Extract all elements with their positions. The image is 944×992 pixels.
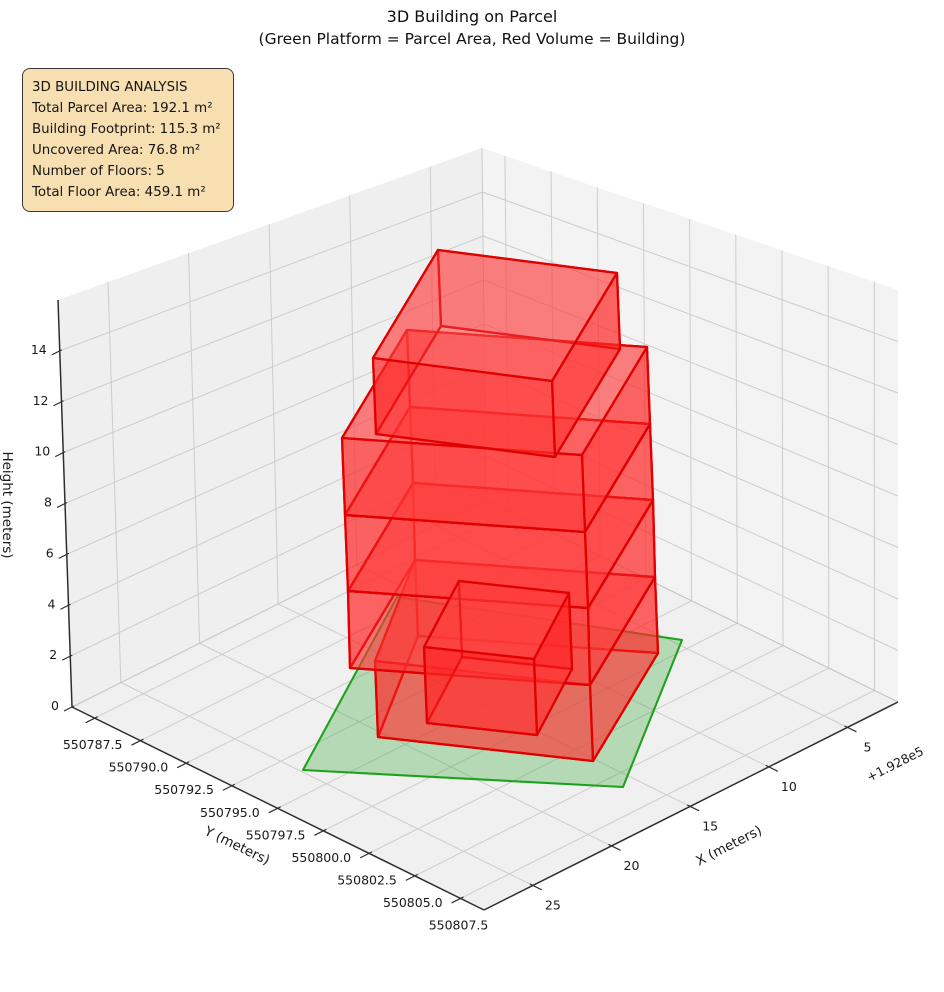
x-tick xyxy=(529,883,543,891)
grid-y-floor xyxy=(323,622,738,832)
grid-y-floor xyxy=(460,690,875,899)
grid-x-wall xyxy=(429,166,436,526)
y-tick xyxy=(131,738,144,746)
grid-y-wall xyxy=(689,218,693,601)
building-analysis-box: 3D BUILDING ANALYSIS Total Parcel Area: 1… xyxy=(22,68,234,212)
grid-y-wall xyxy=(781,250,784,646)
y-tick xyxy=(85,716,98,724)
grid-y-floor xyxy=(94,510,509,719)
grid-y-wall xyxy=(642,203,647,579)
edge-rightwall-floor xyxy=(485,499,899,703)
y-tick xyxy=(176,761,190,769)
info-line: Total Parcel Area: 192.1 m² xyxy=(32,101,213,116)
grid-y-wall xyxy=(827,266,830,669)
grid-x-wall xyxy=(349,195,358,565)
pane-right-wall xyxy=(482,148,898,702)
x-tick-label: 5 xyxy=(864,739,872,754)
grid-x-wall xyxy=(188,253,201,644)
z-tick xyxy=(54,451,66,458)
z-tick xyxy=(63,705,75,712)
plot-subtitle: (Green Platform = Parcel Area, Red Volum… xyxy=(258,30,686,48)
x-tick xyxy=(608,843,621,851)
edge-wall-junction xyxy=(481,147,487,501)
z-tick-label: 12 xyxy=(33,393,49,408)
z-tick-label: 6 xyxy=(46,545,54,560)
grid-y-floor xyxy=(185,555,601,764)
z-tick xyxy=(53,400,64,407)
y-tick-label: 550787.5 xyxy=(63,737,123,752)
z-tick xyxy=(60,603,71,610)
grid-y-floor xyxy=(140,533,555,742)
grid-z-left xyxy=(64,323,485,504)
x-tick-label: 15 xyxy=(702,818,718,833)
y-tick-label: 550795.0 xyxy=(200,805,260,820)
edge-leftwall-floor xyxy=(71,499,487,708)
x-tick xyxy=(765,764,779,772)
y-tick xyxy=(314,828,327,836)
grid-x-wall xyxy=(107,282,122,683)
building-floor-5-top xyxy=(371,248,619,383)
y-tick xyxy=(451,896,464,904)
info-line: Building Footprint: 115.3 m² xyxy=(32,122,221,137)
y-tick-label: 550790.0 xyxy=(109,760,169,775)
x-tick-label: 10 xyxy=(781,779,797,794)
z-axis-label: Height (meters) xyxy=(0,451,15,559)
y-tick-label: 550805.0 xyxy=(383,895,443,910)
z-tick-label: 2 xyxy=(49,647,57,662)
x-tick xyxy=(686,804,700,812)
x-tick xyxy=(844,725,857,733)
y-tick-label: 550807.5 xyxy=(429,917,489,932)
y-tick xyxy=(359,851,373,859)
x-axis-spine xyxy=(483,701,899,911)
info-line: Total Floor Area: 459.1 m² xyxy=(32,185,206,200)
plot-title: 3D Building on Parcel xyxy=(386,7,558,26)
z-tick xyxy=(58,552,70,559)
x-tick-label: 25 xyxy=(545,897,561,912)
grid-y-floor xyxy=(277,600,692,809)
z-tick-label: 10 xyxy=(34,444,50,459)
building-ground-annex-front-left xyxy=(422,645,539,737)
grid-y-floor xyxy=(368,645,784,854)
info-line: Uncovered Area: 76.8 m² xyxy=(32,143,201,158)
y-tick-label: 550800.0 xyxy=(291,850,351,865)
y-tick xyxy=(405,873,419,881)
y-tick-label: 550792.5 xyxy=(154,782,214,797)
y-tick xyxy=(268,806,281,814)
grid-y-wall xyxy=(550,171,555,534)
title-block: 3D Building on Parcel (Green Platform = … xyxy=(0,6,944,50)
grid-z-left xyxy=(70,455,486,657)
y-tick-label: 550802.5 xyxy=(337,872,397,887)
z-tick-label: 14 xyxy=(31,342,47,357)
grid-y-floor xyxy=(231,577,647,787)
info-line: Number of Floors: 5 xyxy=(32,164,165,179)
grid-z-left xyxy=(59,191,483,352)
z-tick-label: 8 xyxy=(44,495,52,510)
z-tick-label: 4 xyxy=(48,596,56,611)
grid-y-floor xyxy=(414,667,830,877)
grid-y-wall xyxy=(596,187,601,556)
grid-z-left xyxy=(63,279,484,454)
pane-left-wall xyxy=(58,148,486,707)
y-tick xyxy=(222,783,236,791)
z-tick xyxy=(56,501,68,509)
y-tick-label: 550797.5 xyxy=(246,827,306,842)
z-tick xyxy=(51,349,63,356)
info-line: 3D BUILDING ANALYSIS xyxy=(32,80,188,95)
building-ground-annex-top xyxy=(422,579,571,661)
grid-z-left xyxy=(66,367,485,555)
z-tick-label: 0 xyxy=(51,698,59,713)
grid-x-wall xyxy=(268,224,279,604)
x-tick-label: 20 xyxy=(624,858,640,873)
grid-z-left xyxy=(61,235,484,403)
grid-y-wall xyxy=(735,234,738,624)
z-tick xyxy=(61,654,73,661)
